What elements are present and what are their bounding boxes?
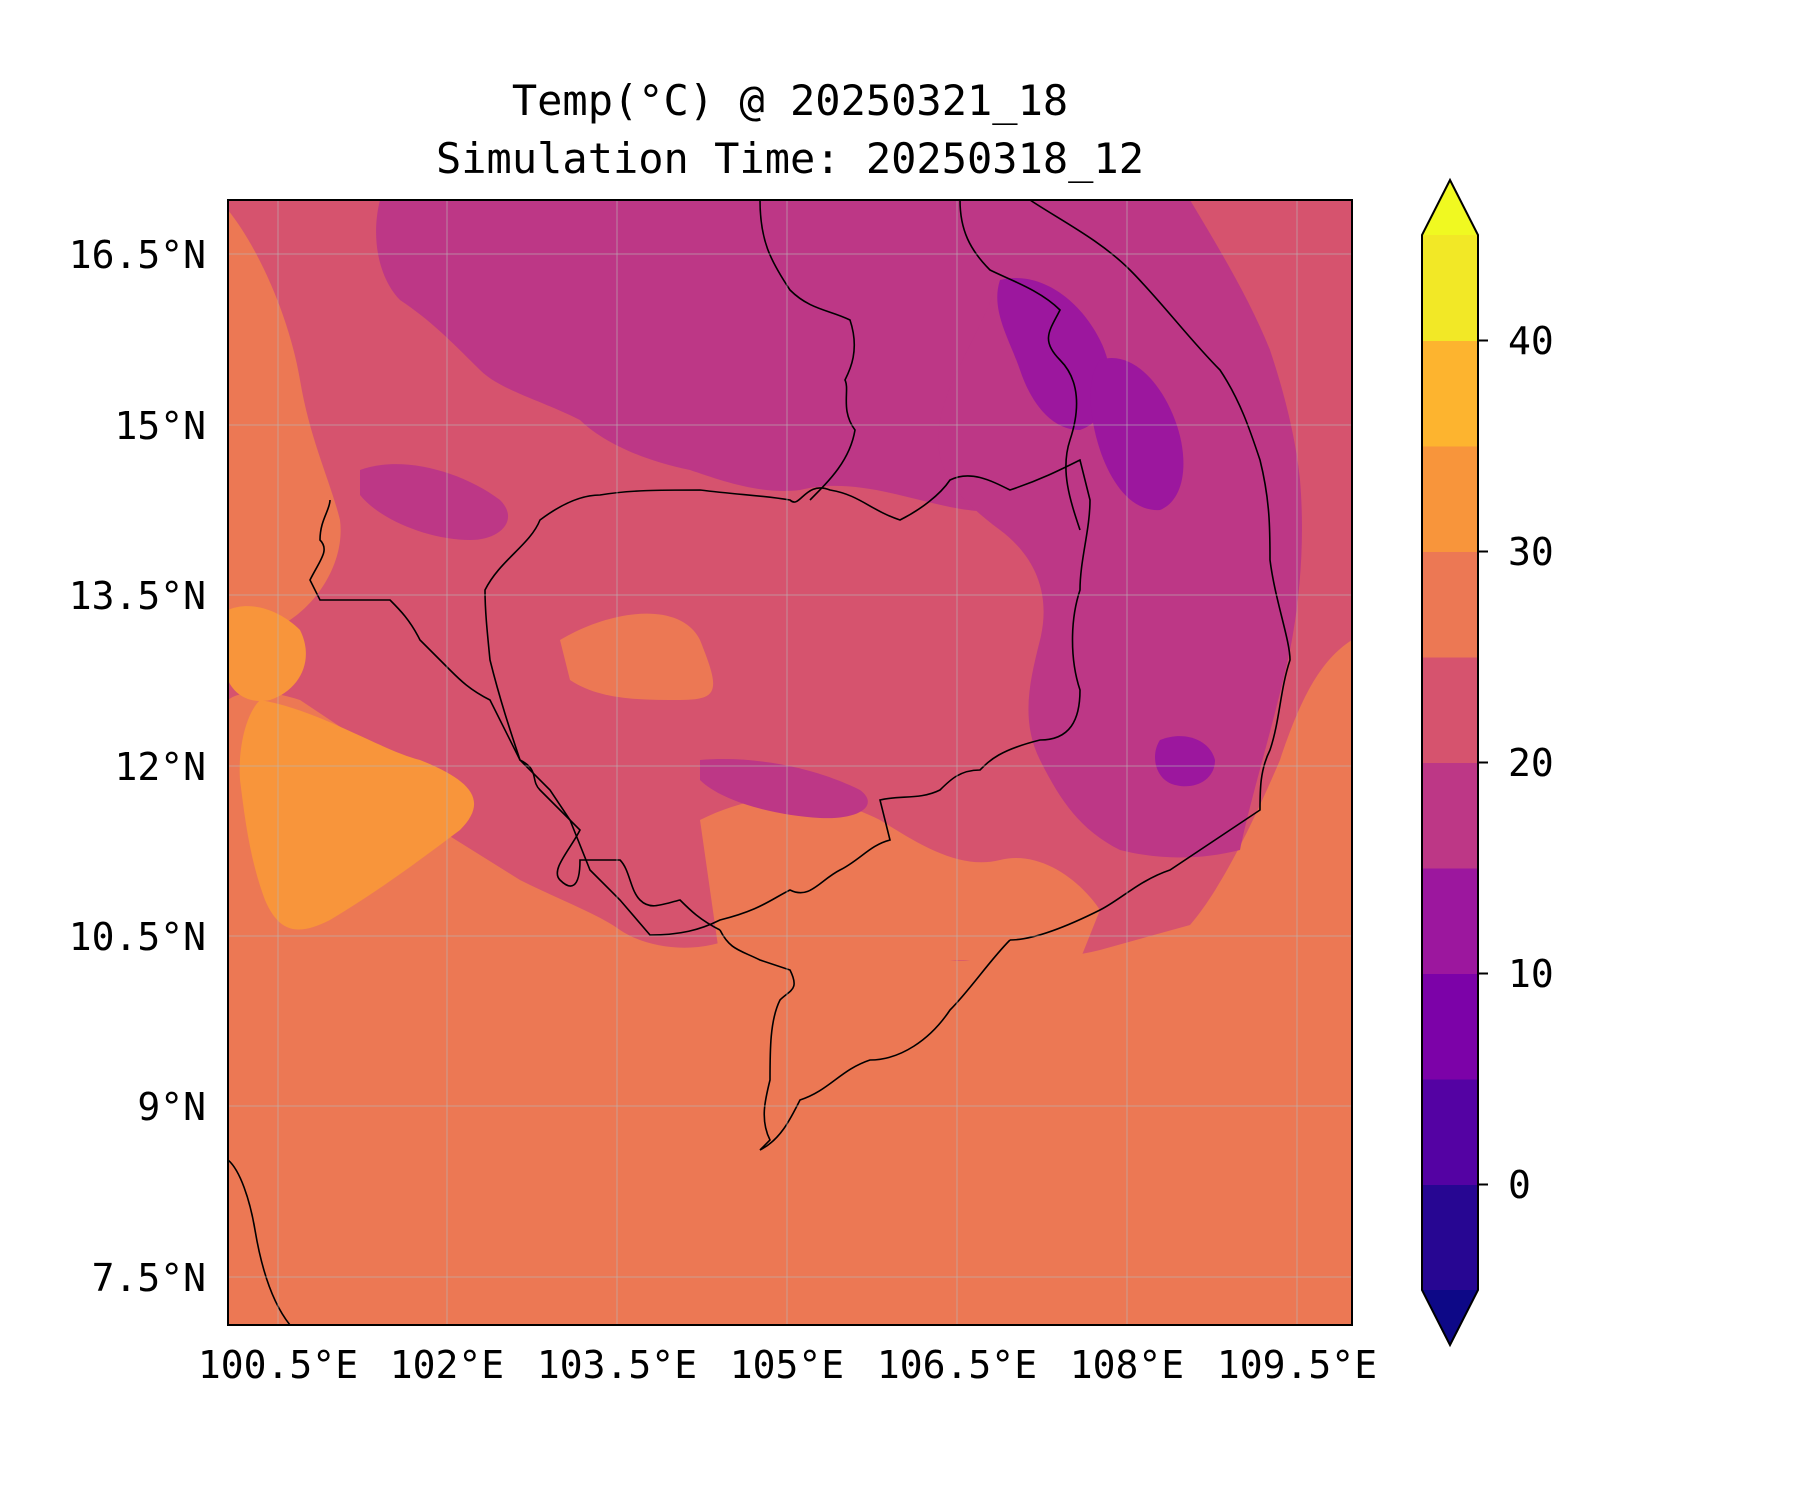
temp-zone-15-20-patch-w bbox=[360, 464, 509, 540]
lon-tick-label: 102°E bbox=[390, 1343, 504, 1387]
colorbar-extend-min bbox=[1422, 1290, 1478, 1345]
colorbar-outline bbox=[1421, 177, 1479, 1348]
temp-zone-10-15-core-b bbox=[1090, 358, 1184, 511]
temp-zone-20-25 bbox=[228, 200, 1352, 961]
colorbar-bin bbox=[1422, 340, 1478, 447]
lat-tick-label: 12°N bbox=[114, 745, 206, 789]
temp-zone-25-30-south bbox=[700, 797, 1100, 960]
colorbar-tick-label: 10 bbox=[1508, 952, 1554, 996]
colorbar-bin bbox=[1422, 446, 1478, 552]
colorbar-bin bbox=[1422, 657, 1478, 763]
temp-zone-30-35-gulf bbox=[239, 700, 475, 930]
lat-tick-label: 13.5°N bbox=[69, 574, 206, 618]
lon-tick-label: 100.5°E bbox=[198, 1343, 358, 1387]
coastlines-borders bbox=[228, 200, 1291, 1325]
gridlines bbox=[228, 200, 1352, 1325]
colorbar-bin bbox=[1422, 551, 1478, 658]
colorbar-bin bbox=[1422, 868, 1478, 974]
colorbar-bin bbox=[1422, 1184, 1478, 1291]
temp-zone-15-20-east bbox=[938, 200, 1302, 858]
colorbar-bin bbox=[1422, 762, 1478, 869]
lon-tick-label: 106.5°E bbox=[877, 1343, 1037, 1387]
temp-zone-15-20-north bbox=[376, 200, 1102, 512]
lon-tick-label: 109.5°E bbox=[1217, 1343, 1377, 1387]
colorbar-tick-label: 30 bbox=[1508, 530, 1554, 574]
colorbar-bin bbox=[1422, 1079, 1478, 1185]
temp-zone-10-15-core-a bbox=[997, 278, 1111, 430]
temperature-map bbox=[228, 200, 1352, 1325]
lon-tick-label: 103.5°E bbox=[537, 1343, 697, 1387]
temp-zone-25-30-west bbox=[228, 210, 341, 660]
cambodia-border bbox=[484, 458, 1091, 936]
mekong-delta-coast bbox=[719, 929, 1011, 1151]
colorbar-tick-label: 40 bbox=[1508, 319, 1554, 363]
map-subtitle: Simulation Time: 20250318_12 bbox=[435, 134, 1144, 183]
vietnam-coast bbox=[1009, 200, 1291, 941]
map-frame bbox=[227, 199, 1353, 1326]
colorbar-bin bbox=[1422, 235, 1478, 341]
lat-tick-label: 16.5°N bbox=[69, 233, 206, 277]
gulf-thailand-coast bbox=[309, 499, 721, 931]
temp-zone-15-20-patch-s bbox=[700, 759, 868, 819]
lat-tick-label: 15°N bbox=[114, 404, 206, 448]
temp-zone-25-30-central bbox=[560, 613, 714, 700]
colorbar-bin bbox=[1422, 973, 1478, 1080]
colorbar: 0 10 20 30 40 bbox=[1421, 177, 1554, 1348]
temp-field-base bbox=[228, 200, 1352, 1325]
temp-zone-30-35-coast bbox=[228, 606, 306, 701]
lon-tick-label: 105°E bbox=[730, 1343, 844, 1387]
thai-laos-border bbox=[759, 200, 856, 501]
temp-zone-10-15-core-c bbox=[1155, 736, 1215, 787]
colorbar-tick-label: 0 bbox=[1508, 1163, 1531, 1207]
colorbar-extend-max bbox=[1422, 180, 1478, 235]
laos-vietnam-border bbox=[959, 200, 1081, 531]
lat-tick-label: 10.5°N bbox=[69, 915, 206, 959]
lat-tick-label: 7.5°N bbox=[92, 1256, 206, 1300]
lon-tick-label: 108°E bbox=[1070, 1343, 1184, 1387]
colorbar-tick-label: 20 bbox=[1508, 741, 1554, 785]
lat-tick-label: 9°N bbox=[137, 1085, 206, 1129]
map-title: Temp(°C) @ 20250321_18 bbox=[511, 76, 1069, 125]
peninsula-coast bbox=[228, 1159, 291, 1325]
